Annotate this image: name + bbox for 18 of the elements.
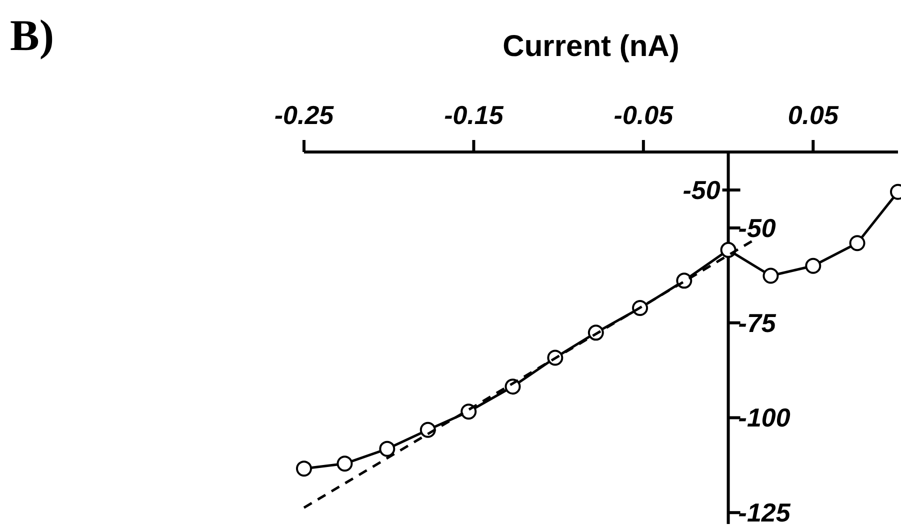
annotation: -50 [682, 175, 721, 205]
x-tick-label: -0.05 [614, 100, 674, 130]
point [336, 456, 353, 472]
x-tick-label: 0.05 [788, 100, 839, 130]
point [379, 440, 396, 457]
x-tick-label: -0.25 [274, 100, 334, 130]
text: B) [10, 11, 54, 60]
point [762, 268, 779, 284]
point [720, 242, 736, 258]
point [805, 258, 822, 274]
y-tick-label: -125 [738, 498, 791, 528]
y-tick-label: -50 [738, 212, 776, 243]
point [849, 235, 866, 252]
y-tick-label: -75 [738, 308, 776, 338]
x-axis-title: Current (nA) [502, 30, 680, 63]
y-tick-label: -100 [738, 402, 791, 433]
x-tick-label: -0.15 [444, 100, 504, 130]
point [296, 460, 312, 477]
